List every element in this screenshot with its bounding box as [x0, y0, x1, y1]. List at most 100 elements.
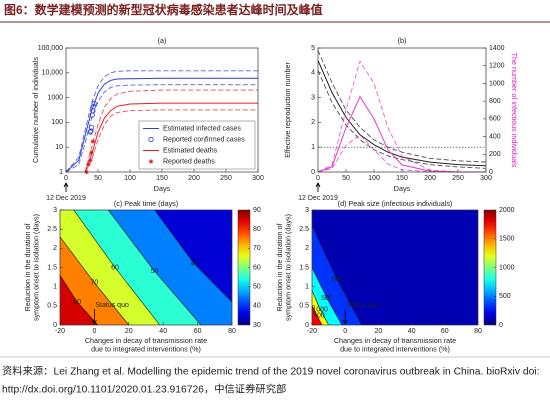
plot-title: (a): [158, 36, 167, 45]
y-tick-label: 3: [53, 207, 57, 214]
source-line: http://dx.doi.org/10.1101/2020.01.23.916…: [2, 383, 286, 396]
annotation-text: Status quo: [346, 302, 380, 309]
y-tick-label: 1: [311, 144, 315, 151]
x-tick-label: 300: [252, 175, 264, 182]
contour-line: [312, 267, 343, 325]
contour-fill: 80 70 60 50 40: [60, 210, 232, 325]
legend-symbol: [148, 159, 154, 164]
x-tick-label: 40: [159, 328, 167, 335]
x-tick-label: 250: [220, 175, 232, 182]
x-tick-label: 0: [316, 175, 320, 182]
legend-symbol: [148, 136, 154, 143]
x-axis-label: due to integrated interventions (%): [340, 344, 450, 353]
data-point: [89, 150, 94, 155]
bound-line: [65, 70, 258, 173]
plot-frame: [317, 47, 487, 173]
data-point: [91, 101, 97, 107]
contour-line: [312, 225, 363, 325]
x-axis-label: Days: [154, 184, 171, 193]
bound-line: [84, 89, 258, 173]
legend-label: Estimated infected cases: [163, 125, 241, 132]
start-arrow: [315, 181, 321, 192]
y-axis-label: Reduction in the duration of: [275, 224, 284, 312]
x-tick-label: 50: [94, 175, 102, 182]
colorbar-tick-label: 50: [253, 284, 261, 291]
y-tick-label: 4: [311, 70, 315, 77]
y-tick-label: 100: [51, 119, 63, 126]
y-tick-label: 0.5: [299, 303, 309, 310]
annotation-text: Status quo: [95, 302, 129, 309]
contour-band: [312, 210, 478, 325]
y-axis-label: Reduction in the duration of: [23, 224, 32, 312]
annotation-arrow: [92, 309, 97, 325]
x-axis-label: Changes in decay of transmission rate: [334, 336, 456, 345]
contour-label: 40: [190, 261, 198, 268]
y2-tick-label: 1400: [489, 45, 505, 52]
colorbar-tick-label: 1500: [499, 236, 515, 243]
data-point: [89, 124, 95, 131]
bound-line: [317, 134, 486, 173]
x-tick-label: 60: [194, 328, 202, 335]
y-tick-label: 2.5: [47, 226, 57, 233]
colorbar-tick-label: 0: [499, 322, 503, 329]
data-point: [88, 128, 94, 134]
x-axis-label: due to integrated interventions (%): [91, 344, 201, 353]
x-tick-label: 0: [343, 328, 347, 335]
colorbar-tick-label: 1000: [499, 264, 515, 271]
y-tick-label: 10,000: [42, 70, 64, 77]
colorbar-tick-label: 80: [253, 226, 261, 233]
bound-line: [317, 50, 487, 163]
x-tick-label: 200: [188, 175, 200, 182]
colorbar-tick-label: 60: [253, 264, 261, 271]
y-tick-label: 0: [305, 322, 309, 329]
x-tick-label: -20: [307, 328, 317, 335]
y2-tick-label: 600: [489, 116, 501, 123]
y2-tick-label: 1200: [489, 63, 505, 70]
colorbar-tick-label: 90: [253, 207, 261, 214]
bound-line: [65, 84, 258, 173]
y-tick-label: 1.5: [299, 264, 309, 271]
y2-tick-label: 400: [489, 133, 501, 140]
contour-label: 1500: [309, 312, 325, 319]
y-tick-label: 2: [311, 119, 315, 126]
contour-band: [154, 210, 232, 302]
y-tick-label: 1.5: [47, 264, 57, 271]
y-tick-label: 3: [305, 207, 309, 214]
plot-title: (d) Peak size (infectious individuals): [338, 199, 453, 208]
y-tick-label: 1: [59, 169, 63, 176]
x-tick-label: 150: [156, 175, 168, 182]
plot-title: (c) Peak time (days): [114, 199, 178, 208]
y-axis-label: Cumulative number of individuals: [31, 57, 40, 163]
x-tick-label: 20: [375, 328, 383, 335]
y-tick-label: 100,000: [38, 45, 63, 52]
y2-axis-label: The number of infectious individuals: [510, 53, 519, 168]
y-tick-label: 3: [311, 94, 315, 101]
y2-tick-label: 800: [489, 98, 501, 105]
contour-line: [154, 210, 232, 303]
colorbar-tick-label: 30: [253, 322, 261, 329]
start-label: 12 Dec 2019: [46, 195, 86, 202]
y-tick-label: 1: [53, 284, 57, 291]
y-tick-label: 0: [311, 169, 315, 176]
x-tick-label: 0: [64, 175, 68, 182]
data-point: [86, 162, 91, 167]
contour-line: [60, 275, 99, 325]
x-tick-label: 60: [441, 328, 449, 335]
x-tick-label: 0: [92, 328, 96, 335]
start-label: 12 Dec 2019: [298, 195, 338, 202]
contour-line: [312, 305, 323, 325]
x-tick-label: 80: [474, 328, 482, 335]
y2-tick-label: 0: [489, 169, 493, 176]
plot-title: (b): [398, 36, 407, 45]
y-tick-label: 1000: [47, 94, 63, 101]
contour-label: 50: [151, 268, 159, 275]
y-tick-label: 10: [55, 144, 63, 151]
annotation-arrow: [342, 309, 348, 325]
contour-label: 80: [73, 299, 81, 306]
series-line: [84, 102, 258, 173]
x-tick-label: 200: [424, 175, 436, 182]
legend-label: Reported deaths: [163, 158, 215, 165]
x-axis-label: Changes in decay of transmission rate: [85, 336, 207, 345]
y-tick-label: 5: [311, 45, 315, 52]
